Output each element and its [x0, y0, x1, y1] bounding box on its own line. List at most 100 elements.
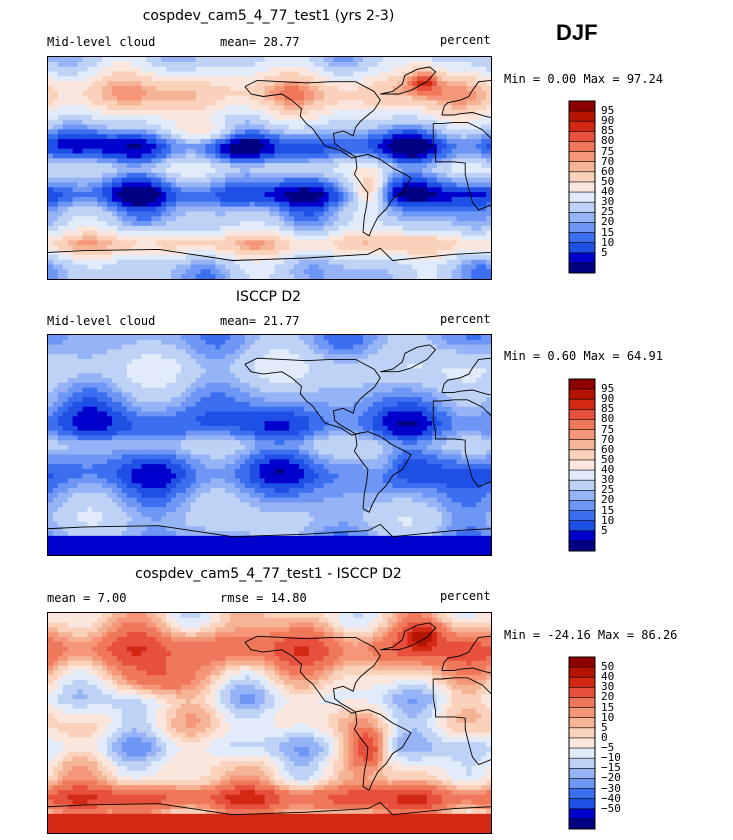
heatmap-cell: [436, 264, 443, 270]
heatmap-cell: [348, 57, 354, 63]
heatmap-cell: [72, 139, 79, 145]
heatmap-cell: [294, 158, 300, 164]
heatmap-cell: [427, 373, 433, 379]
heatmap-cell: [239, 344, 246, 350]
heatmap-cell: [92, 110, 98, 116]
heatmap-cell: [427, 61, 433, 68]
heatmap-cell: [156, 76, 162, 82]
heatmap-cell: [215, 201, 221, 208]
heatmap-cell: [92, 245, 98, 251]
heatmap-cell: [486, 192, 491, 198]
heatmap-cell: [303, 61, 310, 68]
heatmap-cell: [372, 250, 379, 256]
heatmap-cell: [466, 344, 472, 350]
heatmap-cell: [353, 269, 359, 275]
heatmap-cell: [392, 172, 399, 179]
heatmap-cell: [269, 143, 276, 150]
heatmap-cell: [244, 339, 251, 346]
heatmap-cell: [308, 90, 315, 97]
heatmap-cell: [259, 354, 266, 360]
heatmap-cell: [417, 245, 423, 251]
heatmap-cell: [476, 66, 482, 73]
heatmap-cell: [299, 216, 305, 222]
heatmap-cell: [62, 221, 69, 227]
heatmap-cell: [358, 187, 364, 193]
heatmap-cell: [225, 172, 231, 179]
heatmap-cell: [284, 110, 290, 116]
heatmap-cell: [151, 90, 157, 97]
heatmap-cell: [156, 358, 162, 365]
heatmap-cell: [481, 119, 487, 126]
heatmap-cell: [392, 153, 399, 159]
heatmap-cell: [111, 259, 118, 266]
heatmap-cell: [358, 339, 364, 346]
heatmap-cell: [67, 335, 74, 341]
heatmap-cell: [225, 354, 231, 360]
heatmap-cell: [180, 148, 187, 155]
heatmap-cell: [244, 105, 251, 111]
heatmap-cell: [249, 335, 256, 341]
heatmap-cell: [427, 187, 433, 193]
heatmap-cell: [343, 363, 349, 370]
heatmap-cell: [230, 182, 236, 188]
heatmap-cell: [289, 114, 295, 121]
heatmap-cell: [422, 206, 428, 213]
heatmap-cell: [166, 216, 172, 222]
heatmap-cell: [190, 110, 197, 116]
heatmap-cell: [348, 187, 354, 193]
heatmap-cell: [422, 344, 428, 350]
heatmap-cell: [151, 245, 157, 251]
colorbar-swatch: [569, 101, 595, 112]
heatmap-cell: [166, 129, 172, 135]
heatmap-cell: [180, 344, 187, 350]
heatmap-cell: [269, 250, 276, 256]
heatmap-cell: [48, 177, 54, 184]
heatmap-cell: [62, 250, 69, 256]
heatmap-cell: [72, 240, 79, 246]
heatmap-cell: [235, 105, 241, 111]
heatmap-cell: [269, 264, 276, 270]
heatmap-cell: [303, 129, 310, 135]
heatmap-cell: [111, 110, 118, 116]
heatmap-cell: [363, 66, 369, 73]
heatmap-cell: [126, 344, 133, 350]
heatmap-cell: [82, 71, 88, 77]
heatmap-cell: [97, 163, 103, 169]
heatmap-cell: [210, 105, 216, 111]
heatmap-cell: [363, 139, 369, 145]
heatmap-cell: [367, 81, 374, 87]
heatmap-cell: [289, 168, 295, 174]
heatmap-cell: [141, 245, 148, 251]
heatmap-cell: [195, 119, 202, 126]
heatmap-cell: [303, 100, 310, 106]
heatmap-cell: [121, 373, 128, 379]
heatmap-cell: [338, 196, 344, 203]
heatmap-cell: [431, 358, 438, 365]
heatmap-cell: [333, 76, 340, 82]
heatmap-cell: [476, 196, 482, 203]
heatmap-cell: [200, 153, 207, 159]
heatmap-cell: [254, 76, 261, 82]
heatmap-cell: [407, 216, 413, 222]
heatmap-cell: [111, 254, 118, 261]
heatmap-cell: [102, 192, 108, 198]
heatmap-cell: [52, 187, 59, 193]
heatmap-cell: [431, 211, 438, 217]
heatmap-cell: [161, 339, 167, 346]
heatmap-cell: [244, 354, 251, 360]
heatmap-cell: [102, 201, 108, 208]
heatmap-cell: [377, 81, 384, 87]
heatmap-cell: [180, 124, 187, 130]
heatmap-cell: [367, 76, 374, 82]
heatmap-cell: [52, 61, 59, 68]
heatmap-cell: [328, 57, 335, 63]
heatmap-cell: [299, 57, 305, 63]
heatmap-cell: [427, 358, 433, 365]
heatmap-cell: [427, 139, 433, 145]
heatmap-cell: [412, 211, 418, 217]
heatmap-cell: [367, 344, 374, 350]
heatmap-cell: [239, 201, 246, 208]
heatmap-cell: [72, 250, 79, 256]
heatmap-cell: [436, 119, 443, 126]
heatmap-cell: [62, 274, 69, 279]
